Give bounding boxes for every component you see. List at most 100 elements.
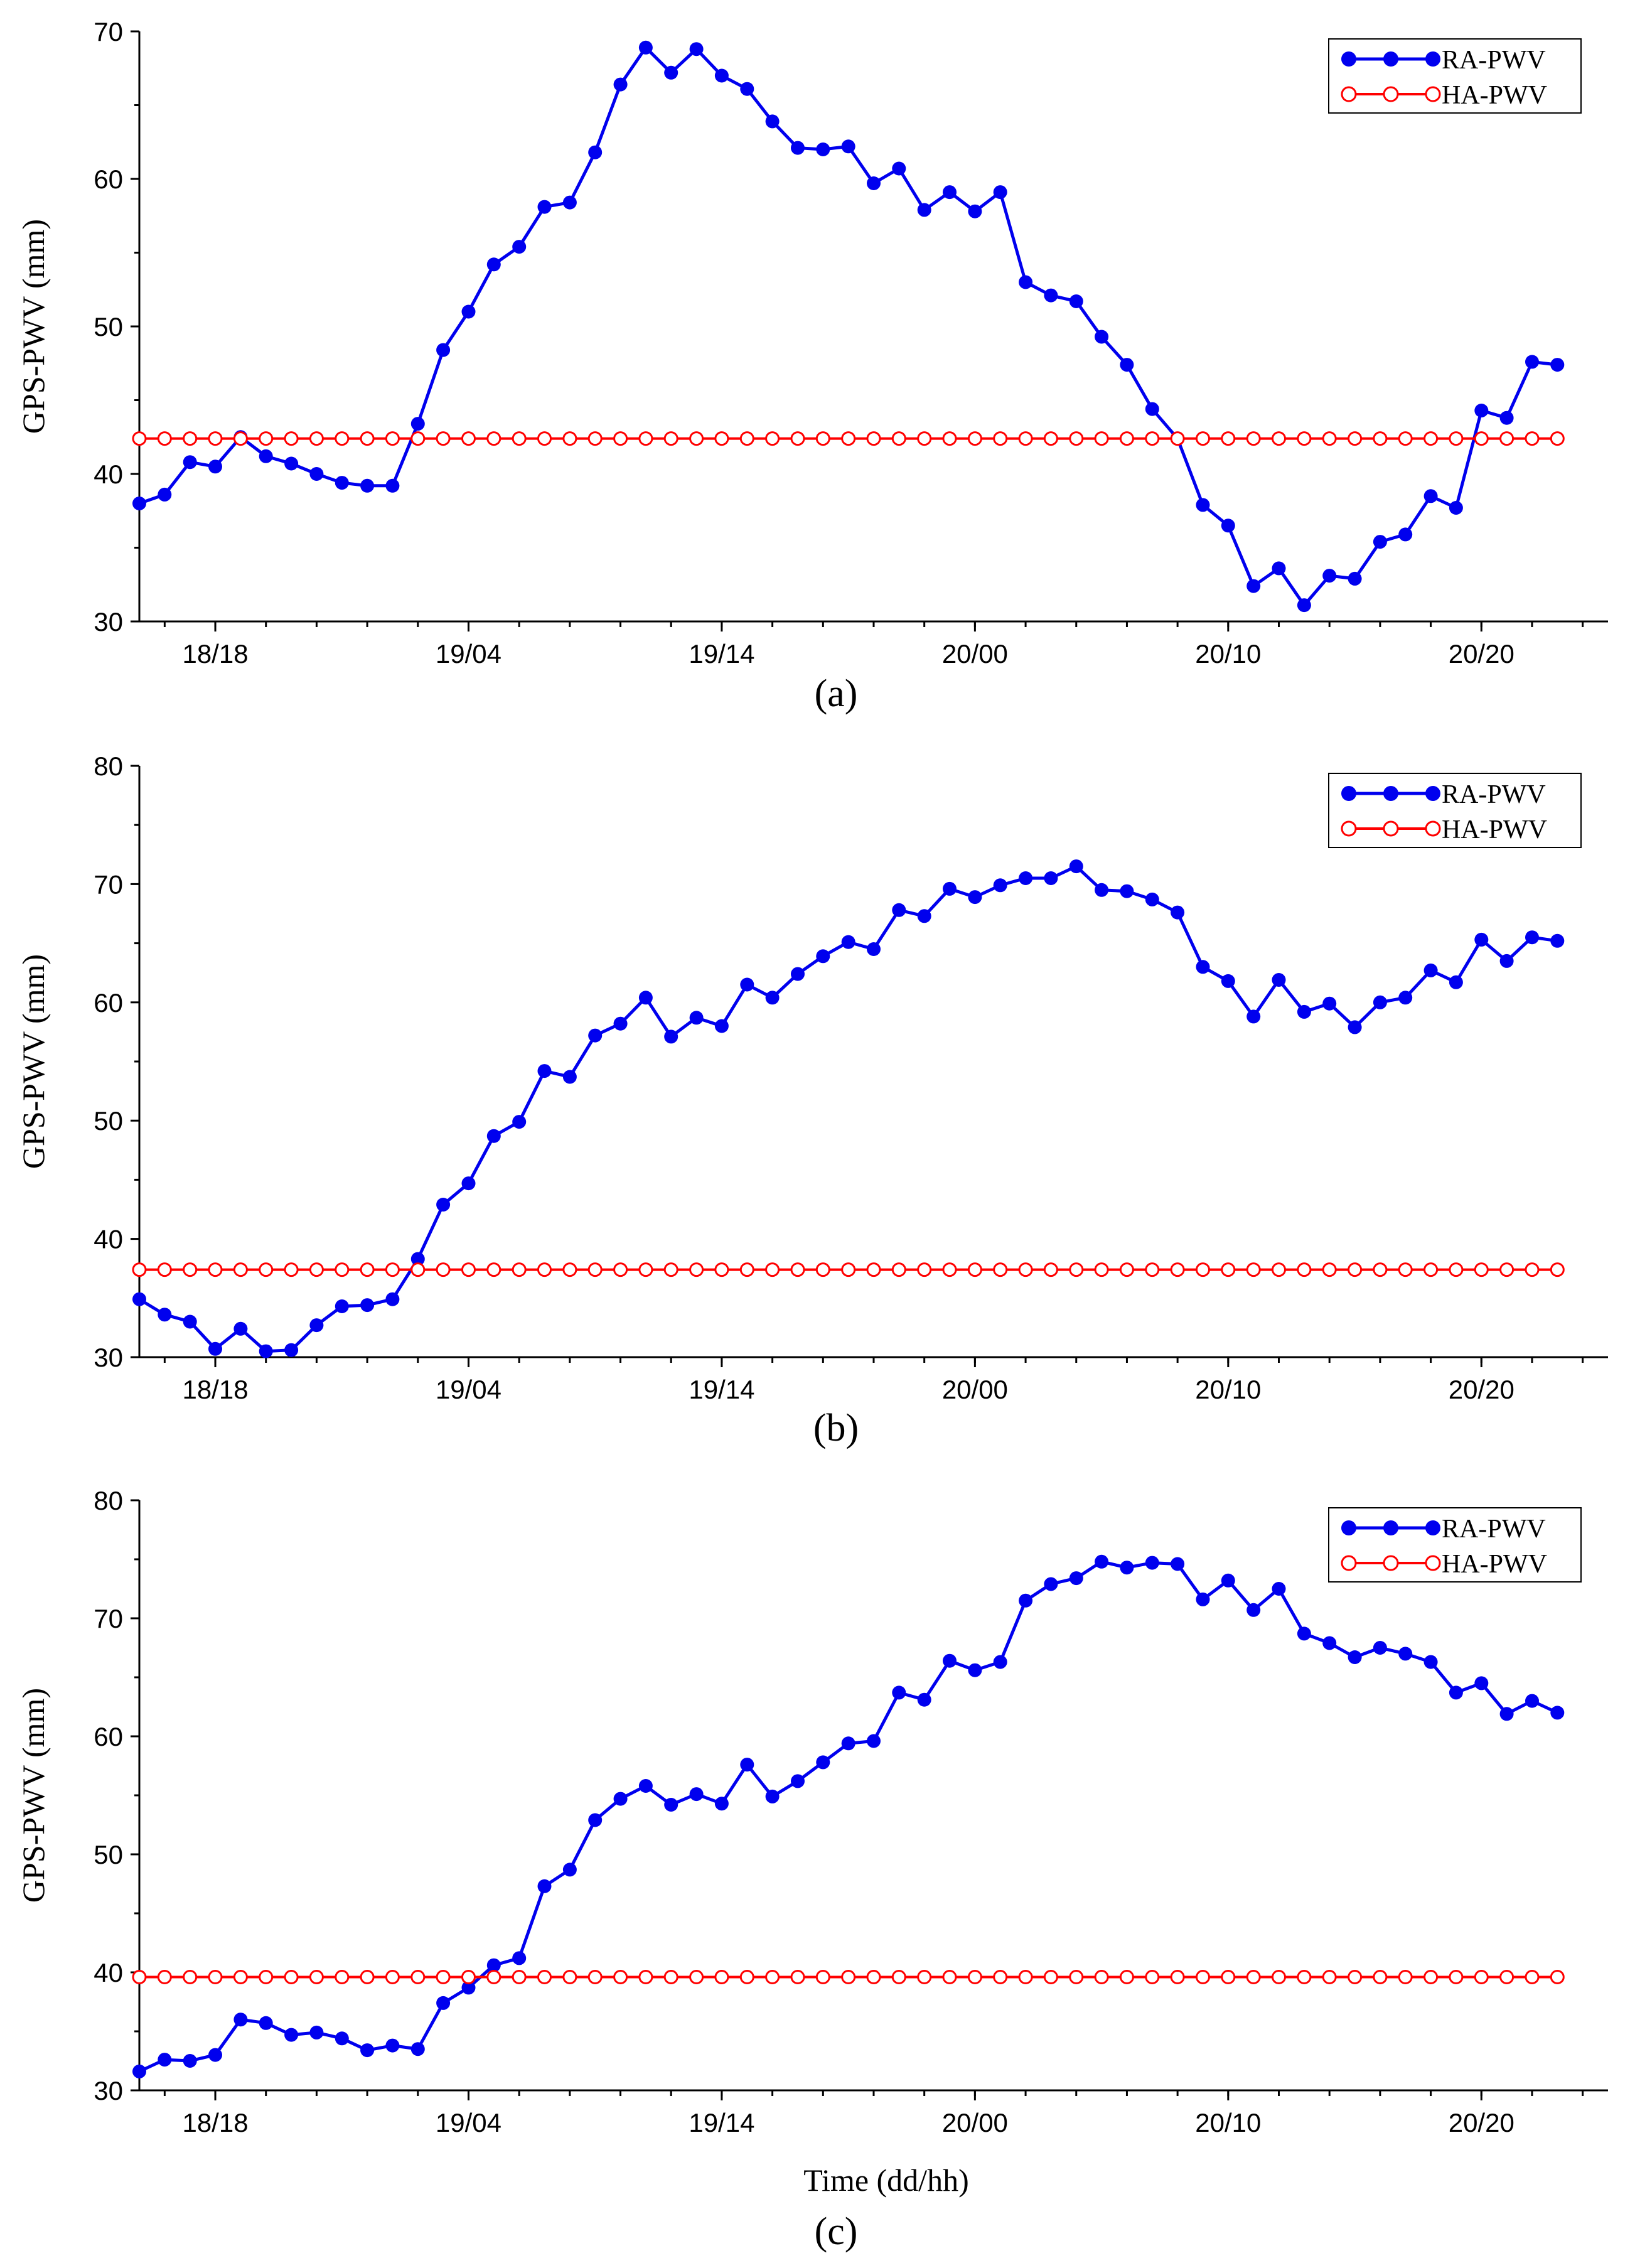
data-point [410,1970,426,1984]
legend: RA-PWV HA-PWV [1328,1507,1582,1583]
data-point [1373,995,1387,1009]
data-point [436,431,451,446]
data-point [689,431,704,446]
data-point [1297,1970,1312,1984]
data-point [183,1314,197,1329]
data-point [1095,1554,1109,1569]
data-point [157,1262,172,1277]
data-point [1499,411,1514,425]
data-point [461,304,476,319]
y-tick-label: 60 [94,1722,123,1751]
data-point [1044,288,1058,303]
data-point [638,431,653,446]
data-point [410,431,426,446]
data-point [943,185,957,200]
data-point [1322,569,1337,583]
data-point [385,1292,400,1306]
legend-marker [1383,51,1398,67]
data-point [562,431,577,446]
data-point [335,431,350,446]
legend-marker [1383,820,1399,837]
data-point [157,431,172,446]
x-tick-label: 20/10 [1195,2108,1261,2137]
data-point [587,431,603,446]
data-point [1246,431,1261,446]
data-point [1398,991,1413,1005]
data-point [1373,1970,1388,1984]
data-point [1449,501,1463,515]
legend-label: RA-PWV [1442,780,1546,809]
data-point [1196,431,1210,446]
data-point [1043,431,1058,446]
data-point [1119,1262,1134,1277]
data-point [1069,294,1083,308]
data-point [562,1262,577,1277]
data-point [1423,1970,1439,1984]
data-point [1272,1970,1286,1984]
y-tick-label: 70 [94,1604,123,1633]
data-point [1398,431,1413,446]
data-point [1171,905,1185,920]
data-point [740,82,754,96]
data-point [714,1262,729,1277]
data-point [562,1070,577,1084]
data-point [259,1262,274,1277]
data-point [1550,1706,1565,1720]
data-point [486,1262,501,1277]
chart-panel-1: 30 40 50 60 70 18/18 19/04 19/14 20/00 20/10 20/20… [16,17,1608,715]
data-point [663,431,678,446]
y-tick-label: 30 [94,1343,123,1372]
y-tick-label: 40 [94,1958,123,1987]
data-point [917,1970,932,1984]
data-point [1373,1641,1387,1655]
data-point [841,935,855,949]
x-tick-label: 20/00 [942,639,1008,669]
data-point [1246,1603,1261,1617]
x-tick-label: 19/04 [436,1375,501,1404]
data-point [1474,404,1489,417]
data-point [841,431,856,446]
data-point [486,431,501,446]
data-point [613,77,628,92]
data-point [1348,1020,1362,1035]
legend-marker [1425,820,1441,837]
data-point [385,1262,400,1277]
data-point [284,1262,299,1277]
data-point [335,1262,350,1277]
data-point [1474,431,1489,446]
x-tick-label: 18/18 [182,639,248,669]
data-point [1044,1577,1058,1591]
y-tick-label: 80 [94,1486,123,1515]
data-point [1069,1262,1084,1277]
data-point [1196,1262,1210,1277]
legend-marker [1383,1520,1398,1535]
series-line [139,45,1558,608]
data-point [562,195,577,210]
data-point [385,431,400,446]
data-point [1221,1262,1236,1277]
data-point [943,881,957,896]
data-point [1550,933,1565,948]
data-point [335,476,349,490]
data-point [410,1252,425,1266]
x-tick-label: 20/20 [1449,2108,1514,2137]
data-point [613,431,628,446]
data-point [157,1970,172,1984]
data-point [208,1262,223,1277]
data-point [132,1292,146,1306]
data-point [1525,431,1540,446]
data-point [588,1813,603,1827]
panel-label: (b) [813,1407,859,1449]
data-point [486,1970,501,1984]
data-point [1120,358,1134,372]
data-point [1297,431,1312,446]
data-point [891,1970,906,1984]
data-point [284,1970,299,1984]
data-point [233,2013,248,2027]
data-point [360,1298,375,1313]
data-point [537,1064,552,1078]
data-point [233,1321,248,1336]
data-point [867,1734,881,1748]
data-point [1499,1970,1514,1984]
data-point [1322,1636,1337,1650]
